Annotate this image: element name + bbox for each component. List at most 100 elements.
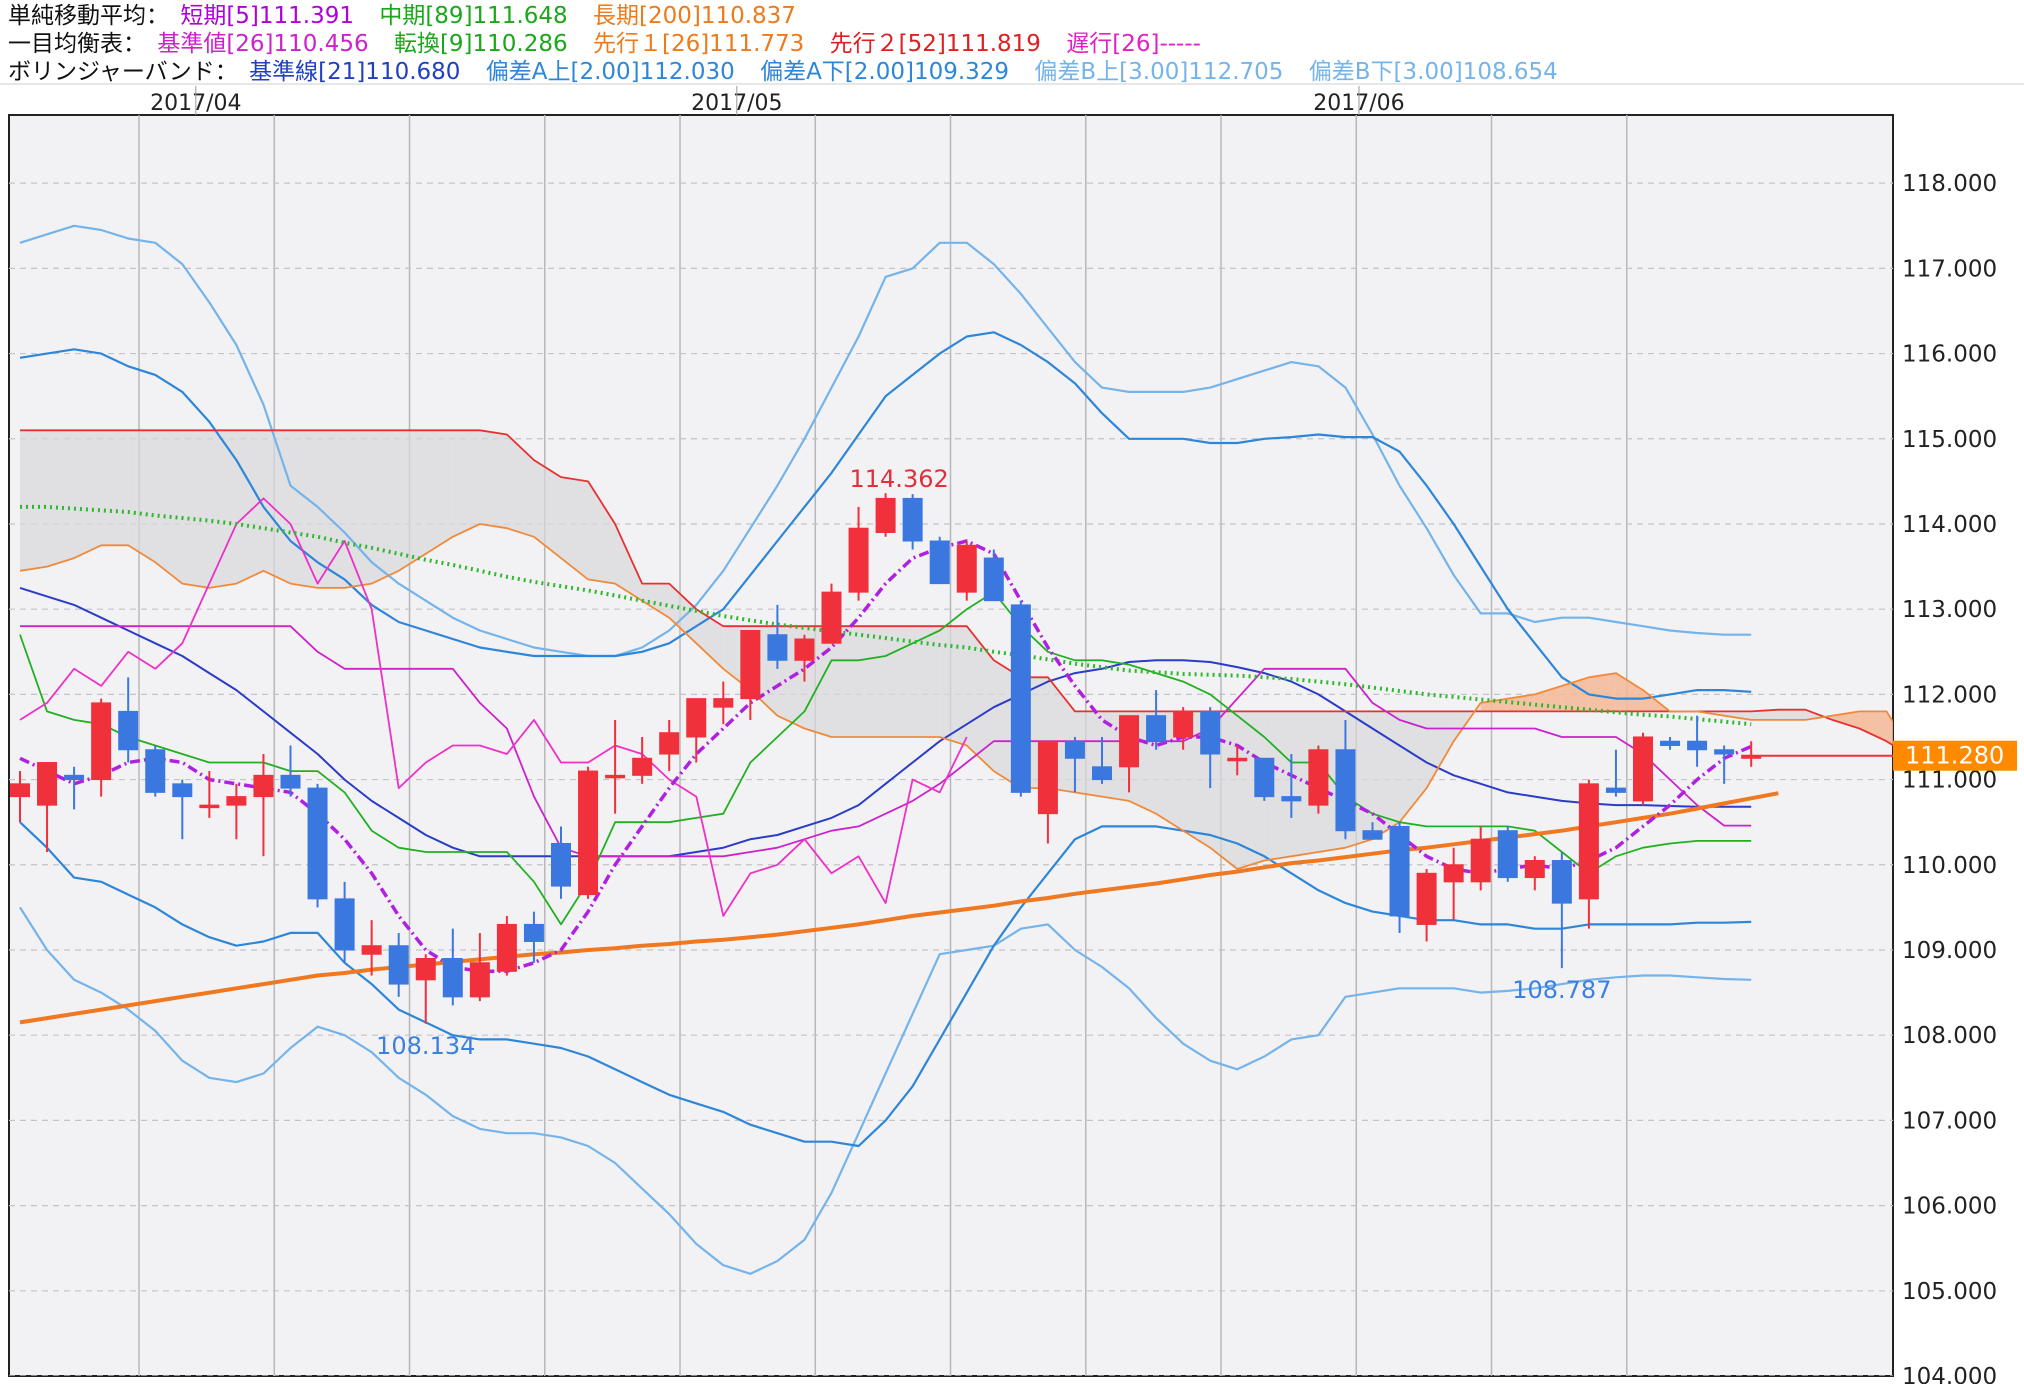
candle-body [334, 898, 355, 951]
legend-item-bb-b-up: 偏差B上[3.00]112.705 [1034, 59, 1284, 85]
candle-body [1064, 740, 1085, 759]
sma-mid-line [20, 504, 1752, 727]
candle-body [1687, 740, 1708, 751]
candle-body [1416, 872, 1437, 925]
legend-item-bb-a-up: 偏差A上[2.00]112.030 [485, 59, 735, 85]
kumo-segment [912, 626, 940, 737]
candle-body [956, 544, 977, 593]
candle-body [118, 710, 139, 751]
candle-body [578, 770, 599, 896]
candle-body [1308, 749, 1329, 806]
kumo-segment [128, 430, 156, 563]
y-tick-label: 117.000 [1902, 256, 1997, 282]
kumo-segment [74, 430, 102, 559]
kumo-segment [1859, 711, 1887, 742]
kumo-segment [371, 430, 399, 584]
kumo-segment [1588, 673, 1616, 712]
candle-body [415, 958, 436, 981]
kumo-segment [696, 609, 724, 669]
kumo-segment [1561, 677, 1589, 712]
candle-body [1470, 838, 1491, 883]
y-tick-label: 118.000 [1902, 171, 1997, 197]
bollinger-mid-line [19, 586, 1752, 858]
kumo-segment [939, 626, 967, 746]
legend-label-sma: 単純移動平均： [8, 3, 169, 29]
candle-body [794, 638, 815, 661]
kumo-segment [885, 626, 913, 737]
candle-body [686, 698, 707, 738]
bollinger-a-upper-line [19, 331, 1752, 700]
kumo-segment [642, 583, 670, 618]
legend-item-chikou: 遅行[26]----- [1066, 31, 1201, 57]
candle-body [523, 923, 544, 942]
candle-body [469, 962, 490, 998]
candle-body [983, 557, 1004, 602]
kumo-segment [20, 430, 48, 571]
kumo-segment [1615, 673, 1643, 712]
candle-body [361, 945, 382, 955]
kumo-segment [344, 430, 372, 588]
y-tick-label: 112.000 [1902, 682, 1997, 708]
candle-body [551, 842, 571, 887]
candle-body [280, 774, 301, 789]
kijun-sen-line [20, 625, 1752, 858]
legend-item-sma-mid: 中期[89]111.648 [379, 3, 568, 29]
candle-body [10, 783, 30, 798]
candle-body [1362, 830, 1383, 840]
candle-body [91, 702, 112, 781]
bollinger-b-upper-line [19, 224, 1752, 658]
candle-body [1714, 749, 1735, 755]
candle-body [875, 497, 896, 533]
kumo-segment [209, 430, 237, 588]
kumo-segment [1291, 711, 1319, 857]
candle-body [740, 629, 761, 700]
low-price-label: 108.134 [376, 1032, 475, 1060]
legend-item-bb-b-dn: 偏差B下[3.00]108.654 [1308, 59, 1558, 85]
candle-body [64, 774, 85, 781]
chart-legend: 単純移動平均： 短期[5]111.391 中期[89]111.648 長期[20… [8, 2, 1576, 86]
candle-body [1497, 830, 1518, 879]
kumo-segment [425, 430, 453, 554]
bollinger-b-lower-line [19, 906, 1752, 1275]
kumo-segment [155, 430, 183, 584]
candle-body [1335, 749, 1356, 832]
kumo-segment [669, 583, 697, 644]
kumo-segment [47, 430, 75, 567]
candle-body [1389, 825, 1410, 917]
y-tick-label: 116.000 [1902, 342, 1997, 368]
kumo-segment [236, 430, 264, 584]
chikou-span-line [19, 497, 968, 917]
kumo-segment [1372, 711, 1400, 840]
kumo-segment [831, 626, 859, 737]
kumo-segment [1507, 694, 1535, 712]
kumo-segment [1237, 711, 1265, 870]
y-tick-label: 108.000 [1902, 1023, 1997, 1049]
candle-body [1010, 604, 1031, 793]
kumo-segment [1832, 711, 1860, 729]
candle-body [226, 796, 247, 806]
candle-body [388, 945, 409, 985]
kumo-segment [966, 626, 994, 772]
legend-item-tenkan: 転換[9]110.286 [393, 31, 568, 57]
y-tick-label: 110.000 [1902, 853, 1997, 879]
low-price-label: 108.787 [1512, 976, 1611, 1004]
kumo-segment [479, 430, 507, 529]
kumo-segment [398, 430, 426, 571]
candle-body [253, 774, 274, 798]
candle-body [659, 732, 680, 755]
kumo-segment [1426, 711, 1454, 789]
legend-item-sma-short: 短期[5]111.391 [180, 3, 355, 29]
candle-body [1605, 787, 1626, 793]
kumo-segment [588, 481, 616, 584]
candle-body [902, 497, 923, 542]
legend-item-bb-a-dn: 偏差A下[2.00]109.329 [760, 59, 1010, 85]
candle-body [1173, 710, 1194, 738]
kumo-segment [506, 434, 534, 537]
plot-layer: 114.362 108.134 108.787 [9, 115, 1893, 1376]
kumo-segment [1399, 711, 1427, 823]
y-tick-label: 104.000 [1902, 1364, 1997, 1384]
last-price-box [1893, 740, 2017, 771]
kumo-segment [1264, 711, 1292, 861]
tenkan-sen-line [19, 591, 1752, 926]
